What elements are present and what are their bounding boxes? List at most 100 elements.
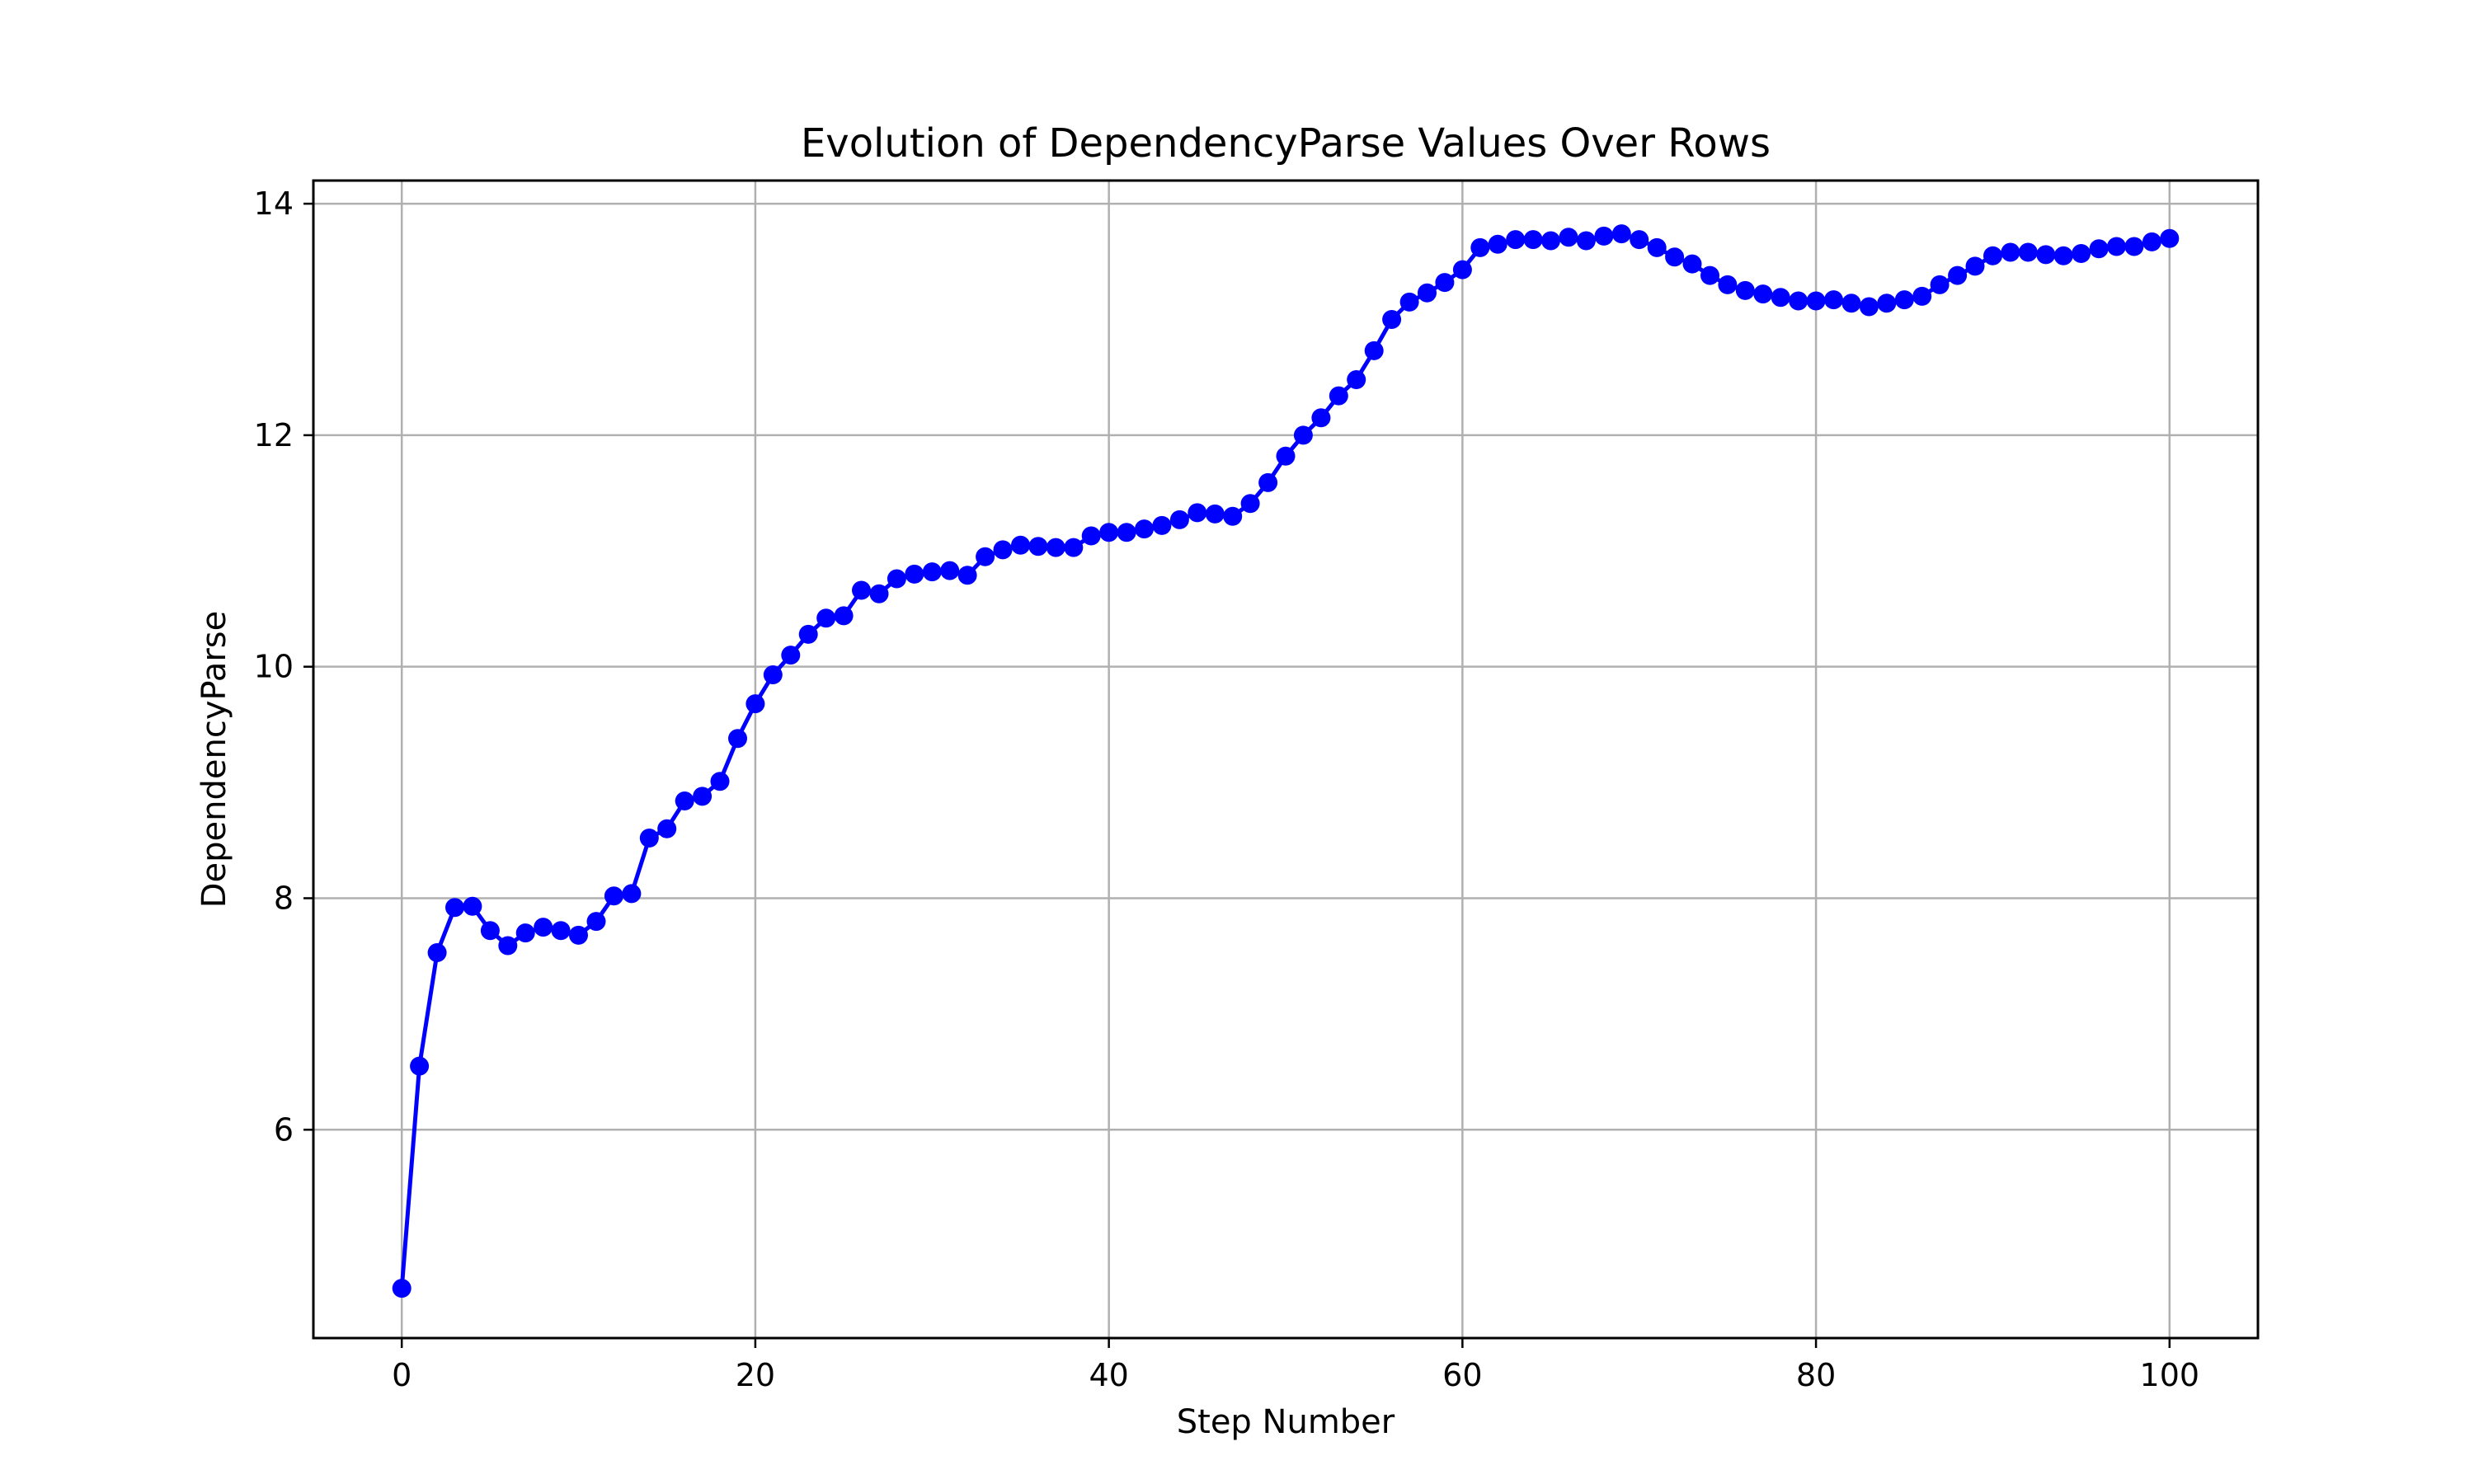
data-point [1771, 288, 1790, 308]
data-point [1240, 494, 1260, 514]
data-point [1611, 224, 1631, 244]
x-tick-label: 100 [2140, 1357, 2200, 1393]
data-point [1576, 231, 1596, 251]
data-point [1930, 275, 1950, 294]
data-point [2036, 245, 2056, 265]
data-point [905, 564, 924, 584]
x-tick-label: 60 [1442, 1357, 1482, 1393]
data-point [1506, 230, 1526, 250]
data-point [1877, 294, 1897, 313]
data-point [1682, 254, 1702, 274]
data-point [1594, 226, 1614, 246]
data-point [781, 646, 801, 665]
data-point [1912, 286, 1932, 306]
data-point [2160, 228, 2180, 248]
data-point [427, 943, 447, 962]
data-point [940, 561, 960, 580]
data-point [2089, 239, 2109, 259]
grid-lines [313, 181, 2258, 1338]
data-point [1293, 425, 1313, 445]
data-point [551, 921, 571, 941]
data-point [1329, 386, 1348, 406]
data-point [1364, 340, 1384, 360]
x-tick-label: 40 [1089, 1357, 1128, 1393]
data-point [622, 884, 642, 904]
data-point [1523, 230, 1543, 250]
data-point [1064, 538, 1084, 557]
data-point [1347, 370, 1366, 389]
data-point [463, 896, 482, 916]
data-point [1647, 237, 1667, 257]
data-point [710, 772, 730, 791]
data-point [1435, 273, 1455, 293]
data-point [2053, 246, 2073, 265]
data-point [1665, 247, 1685, 267]
data-point [410, 1056, 430, 1076]
data-point [2142, 232, 2161, 251]
data-point [1965, 256, 1985, 276]
data-point [1894, 290, 1914, 310]
data-point [1718, 275, 1738, 294]
data-point [993, 540, 1013, 560]
data-point [1205, 504, 1225, 524]
y-axis-label: DependencyParse [195, 611, 233, 909]
data-point [763, 665, 783, 684]
data-point [1452, 260, 1472, 279]
data-point [1276, 446, 1296, 466]
data-point [1169, 510, 1189, 529]
data-point [745, 694, 765, 714]
data-point [1470, 237, 1490, 257]
data-point [1735, 280, 1755, 300]
data-point [976, 547, 995, 566]
axis-ticks: 0 20 40 60 80 100 6 8 10 12 14 [254, 186, 2199, 1393]
data-point [1311, 408, 1331, 428]
data-point [1630, 230, 1649, 250]
data-point [1081, 526, 1101, 546]
data-point [1983, 246, 2002, 265]
data-point [1223, 506, 1243, 526]
data-point [1028, 537, 1048, 556]
data-point [834, 606, 854, 626]
x-tick-label: 20 [736, 1357, 775, 1393]
x-tick-label: 80 [1796, 1357, 1836, 1393]
data-point [604, 886, 623, 906]
data-point [1488, 234, 1507, 254]
data-point [515, 923, 535, 943]
y-tick-label: 14 [254, 186, 294, 222]
data-point [534, 918, 553, 937]
data-point [2124, 237, 2144, 256]
data-point [675, 791, 694, 810]
y-tick-label: 6 [274, 1111, 294, 1148]
data-point [2018, 242, 2038, 262]
data-point [1859, 297, 1879, 317]
data-point [1948, 265, 1968, 285]
data-point [1541, 231, 1560, 251]
data-point [569, 925, 588, 945]
data-point [887, 569, 906, 589]
data-point [1011, 535, 1030, 555]
x-axis-label: Step Number [1177, 1403, 1395, 1441]
data-point [693, 787, 713, 806]
data-point [1841, 294, 1861, 313]
data-point [480, 921, 500, 941]
data-point [1099, 523, 1119, 542]
series-layer [392, 224, 2180, 1298]
data-point [1789, 291, 1808, 311]
data-point [957, 566, 977, 585]
y-tick-label: 8 [274, 880, 294, 916]
data-point [1152, 515, 1172, 535]
data-point [1399, 292, 1419, 312]
data-point [639, 829, 659, 848]
data-point [1188, 503, 1207, 523]
data-point [445, 898, 464, 918]
data-point [852, 580, 871, 600]
data-point [1559, 228, 1578, 247]
data-point [728, 729, 747, 749]
data-point [1418, 283, 1437, 303]
data-point [1806, 291, 1826, 311]
data-point [1117, 523, 1136, 542]
data-point [1382, 310, 1402, 329]
data-point [1258, 472, 1278, 492]
data-point [1753, 284, 1773, 304]
